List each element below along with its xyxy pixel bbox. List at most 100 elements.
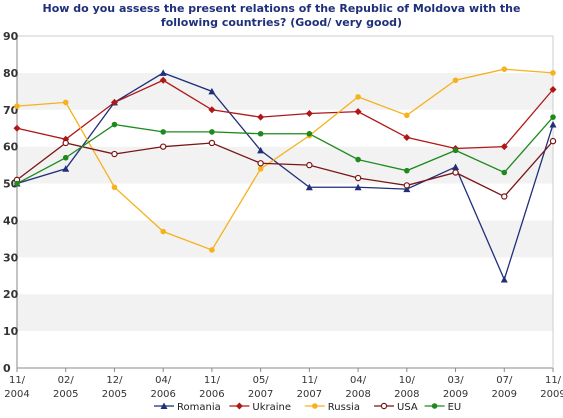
data-point-usa: [208, 139, 216, 147]
legend-item-eu: EU: [424, 402, 462, 413]
y-tick-label: 90: [3, 30, 19, 43]
grid-band: [17, 72, 553, 110]
x-tick-label: 2008: [345, 389, 370, 400]
x-tick-label: 11/: [545, 375, 562, 386]
legend-label: USA: [397, 402, 418, 413]
x-tick-label: 2008: [394, 389, 419, 400]
series-line-romania: [16, 72, 554, 282]
data-point-eu: [14, 180, 20, 187]
data-point-eu: [111, 121, 118, 128]
data-point-ukraine: [500, 143, 508, 151]
data-point-romania: [305, 183, 313, 191]
x-tick-label: 2009: [540, 389, 563, 400]
x-tick-label: 2006: [199, 389, 224, 400]
x-tick-label: 2005: [53, 389, 78, 400]
data-point-usa: [403, 182, 411, 189]
x-tick-label: 12/: [106, 375, 123, 386]
data-point-usa: [111, 150, 118, 158]
grid-band: [17, 331, 553, 368]
data-point-usa: [354, 174, 362, 182]
x-tick-label: 07/: [496, 375, 513, 386]
data-point-russia: [14, 103, 20, 109]
data-point-russia: [62, 99, 69, 106]
chart-title: How do you assess the present relations …: [0, 2, 563, 30]
data-point-eu: [306, 130, 313, 137]
legend-label: Romania: [177, 402, 221, 413]
x-tick-label: 11/: [204, 375, 221, 386]
y-tick-label: 20: [3, 288, 19, 301]
data-point-russia: [355, 94, 361, 100]
data-point-romania: [159, 69, 167, 76]
series-line-russia: [16, 68, 554, 251]
x-tick-label: 04/: [350, 375, 367, 386]
data-point-usa: [452, 169, 459, 176]
series-line-usa: [16, 140, 554, 198]
data-point-ukraine: [208, 106, 216, 114]
data-point-usa: [549, 137, 557, 145]
data-point-russia: [111, 184, 118, 191]
data-point-eu: [209, 129, 215, 135]
data-point-russia: [550, 70, 556, 76]
data-point-eu: [404, 167, 410, 174]
data-point-usa: [501, 193, 508, 200]
data-point-ukraine: [13, 124, 21, 132]
x-tick-label: 2005: [102, 389, 127, 400]
data-point-romania: [403, 185, 411, 193]
data-point-romania: [208, 87, 216, 95]
x-tick-label: 11/: [9, 375, 26, 386]
data-point-romania: [500, 275, 508, 283]
data-point-eu: [160, 129, 166, 135]
legend-item-usa: USA: [374, 402, 418, 413]
data-point-eu: [257, 130, 264, 137]
grid-band: [17, 257, 553, 295]
x-tick-label: 2009: [492, 389, 517, 400]
legend-marker: [312, 403, 318, 409]
series-line-ukraine: [16, 79, 554, 150]
data-point-romania: [549, 121, 557, 128]
legend-marker: [235, 402, 243, 410]
grid-band: [17, 183, 553, 221]
data-point-romania: [62, 165, 70, 172]
data-point-russia: [209, 247, 215, 253]
data-point-russia: [501, 66, 508, 72]
data-point-eu: [452, 147, 459, 154]
x-tick-label: 2004: [4, 389, 29, 400]
grid-band: [17, 294, 553, 332]
x-tick-label: 2007: [248, 389, 273, 400]
data-point-ukraine: [257, 113, 265, 121]
data-point-russia: [404, 112, 410, 119]
data-point-russia: [257, 166, 264, 172]
data-point-ukraine: [110, 98, 118, 106]
legend-marker: [380, 402, 388, 410]
legend-label: Ukraine: [252, 402, 291, 413]
legend-marker: [160, 402, 168, 409]
data-point-romania: [452, 163, 460, 170]
x-tick-label: 03/: [447, 375, 464, 386]
data-point-ukraine: [305, 109, 313, 117]
data-point-romania: [354, 183, 362, 191]
y-tick-label: 30: [3, 251, 19, 264]
chart-title-line-1: How do you assess the present relations …: [42, 2, 521, 15]
y-tick-label: 10: [3, 325, 19, 338]
data-point-russia: [160, 228, 166, 235]
legend-marker: [431, 403, 438, 409]
data-point-russia: [452, 77, 459, 84]
legend-item-ukraine: Ukraine: [229, 402, 291, 413]
data-point-ukraine: [159, 76, 167, 84]
data-point-romania: [257, 146, 265, 154]
data-point-eu: [501, 169, 508, 176]
data-point-ukraine: [549, 85, 557, 93]
y-tick-label: 0: [3, 362, 11, 375]
data-point-eu: [355, 156, 361, 163]
legend-item-russia: Russia: [304, 402, 360, 413]
data-point-usa: [257, 160, 264, 167]
data-point-usa: [306, 161, 313, 169]
grid-band: [17, 220, 553, 258]
legend-label: EU: [448, 402, 462, 413]
chart-title-line-2: following countries? (Good/ very good): [160, 16, 403, 29]
x-tick-label: 02/: [58, 375, 75, 386]
y-tick-label: 80: [3, 67, 19, 80]
data-point-eu: [62, 154, 69, 161]
y-tick-label: 40: [3, 214, 19, 227]
